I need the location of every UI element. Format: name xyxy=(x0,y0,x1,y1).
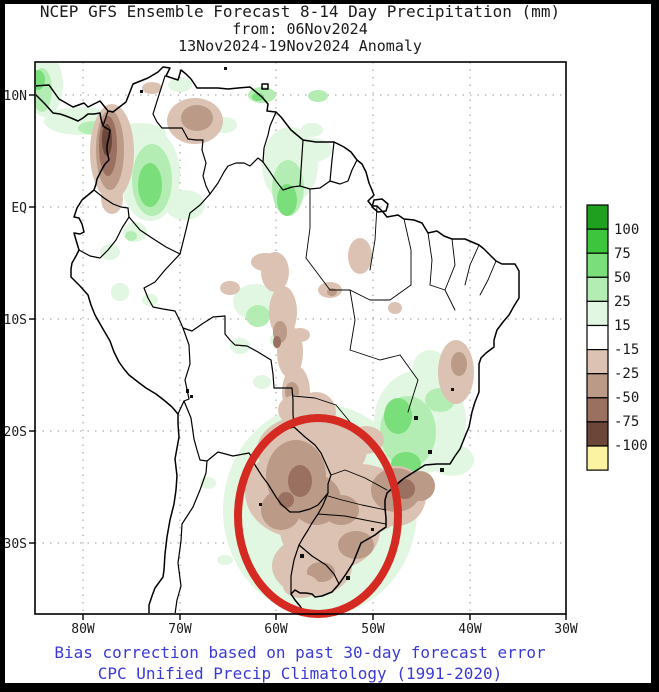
colorbar-legend: 100 75 50 25 15 -15 -25 -50 -75 -100 xyxy=(586,204,648,471)
figure-title: NCEP GFS Ensemble Forecast 8-14 Day Prec… xyxy=(40,2,560,21)
coastline-pacific xyxy=(36,93,180,613)
lon-label-30w: 30W xyxy=(554,622,578,637)
colorbar-label-15: 15 xyxy=(614,318,631,334)
colorbar-cell-8 xyxy=(586,397,609,423)
colorbar-cell-2 xyxy=(586,252,609,278)
colorbar-cell-4 xyxy=(586,300,609,327)
lon-label-60w: 60W xyxy=(264,622,288,637)
colorbar-cell-1 xyxy=(586,228,609,254)
coastline-caribbean-atlantic xyxy=(36,66,520,613)
map-frame xyxy=(34,61,567,615)
lon-label-80w: 80W xyxy=(71,622,95,637)
figure-subtitle-valid-period: 13Nov2024-19Nov2024 Anomaly xyxy=(178,37,422,55)
lat-label-10s: 10S xyxy=(4,313,27,328)
colorbar-label-neg25: -25 xyxy=(614,366,639,382)
colorbar-cell-9 xyxy=(586,421,609,447)
lat-label-20s: 20S xyxy=(4,425,27,440)
footer-block: Bias correction based on past 30-day for… xyxy=(54,643,546,683)
colorbar-label-neg50: -50 xyxy=(614,390,639,406)
island-trinidad xyxy=(261,83,269,90)
coastlines-and-borders xyxy=(36,66,520,613)
footer-climatology-note: CPC Unified Precip Climatology (1991-202… xyxy=(98,664,503,683)
colorbar-label-100: 100 xyxy=(614,222,639,238)
footer-bias-note: Bias correction based on past 30-day for… xyxy=(54,643,546,662)
colorbar-cell-6 xyxy=(586,349,609,375)
figure-subtitle-from-date: from: 06Nov2024 xyxy=(232,20,367,38)
lat-axis-labels: 10N EQ 10S 20S 30S xyxy=(4,89,28,552)
lon-label-50w: 50W xyxy=(361,622,385,637)
colorbar-label-neg100: -100 xyxy=(614,438,648,454)
lon-axis-labels: 80W 70W 60W 50W 40W 30W xyxy=(71,622,578,637)
colorbar-label-neg75: -75 xyxy=(614,414,639,430)
lon-label-70w: 70W xyxy=(168,622,192,637)
colorbar-cell-10 xyxy=(586,445,609,471)
colorbar-cell-0 xyxy=(586,204,609,230)
lat-label-30s: 30S xyxy=(4,537,27,552)
lat-label-10n: 10N xyxy=(4,89,27,104)
lat-label-eq: EQ xyxy=(11,201,27,216)
colorbar-label-75: 75 xyxy=(614,246,631,262)
lon-label-40w: 40W xyxy=(458,622,482,637)
colorbar-cell-7 xyxy=(586,373,609,399)
colorbar-label-neg15: -15 xyxy=(614,342,639,358)
colorbar-cell-3 xyxy=(586,276,609,302)
colorbar-label-25: 25 xyxy=(614,294,631,310)
colorbar-cell-5 xyxy=(586,324,609,351)
gridlines xyxy=(35,62,566,614)
island-marajo xyxy=(371,198,389,213)
title-block: NCEP GFS Ensemble Forecast 8-14 Day Prec… xyxy=(40,2,560,55)
axis-ticks xyxy=(29,94,567,620)
colorbar-label-50: 50 xyxy=(614,270,631,286)
